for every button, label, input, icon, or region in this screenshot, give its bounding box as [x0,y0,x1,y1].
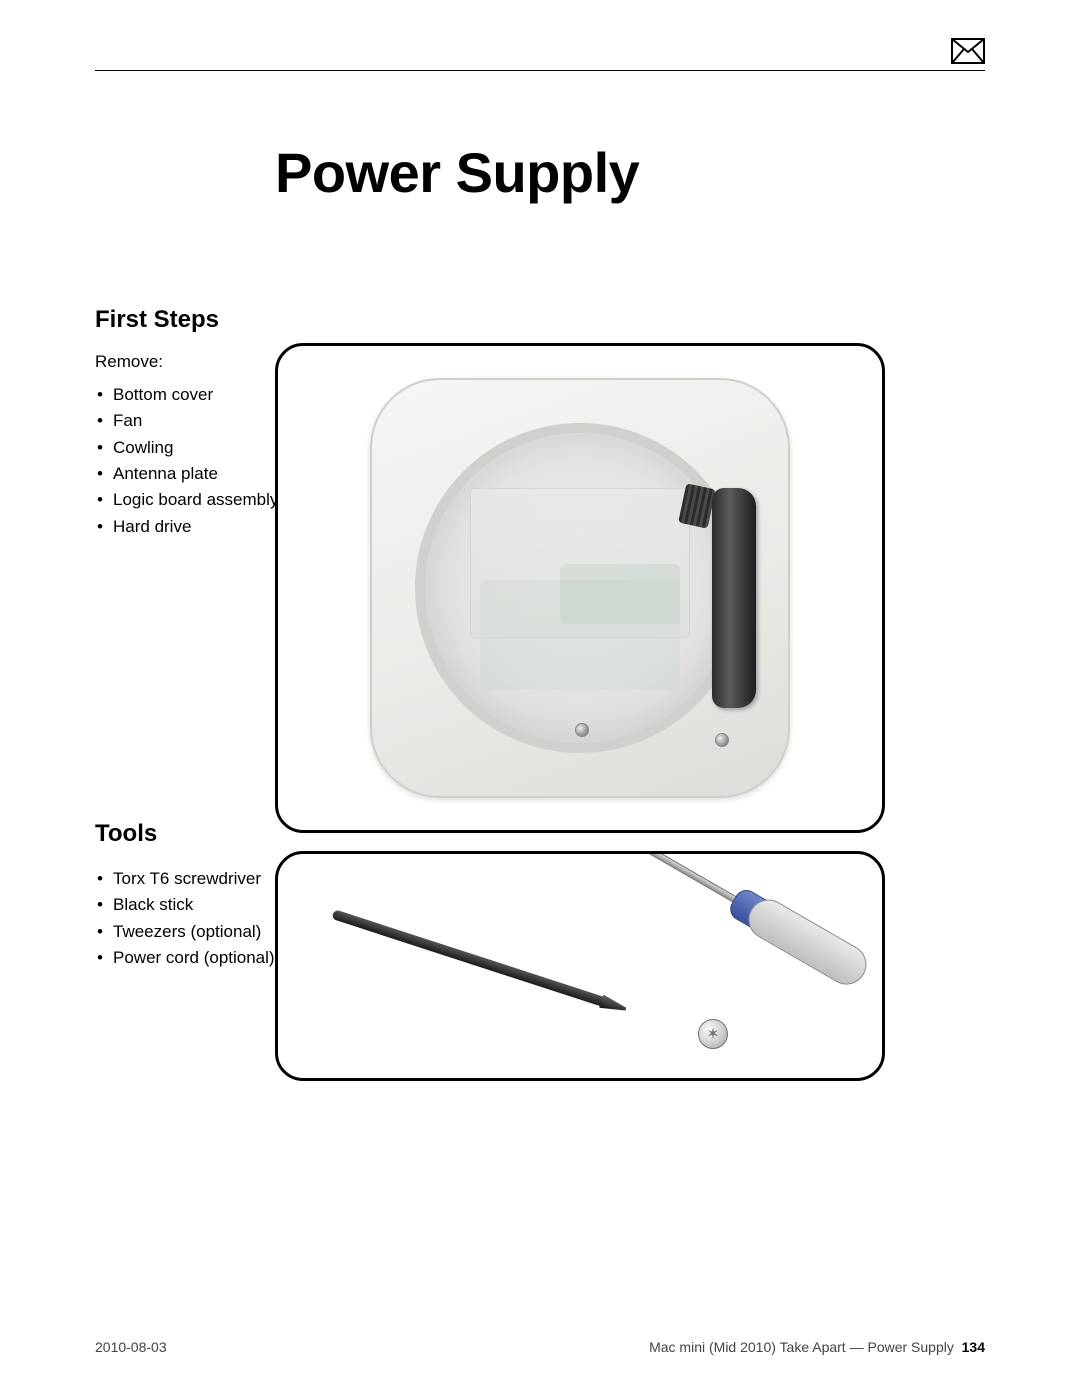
header-rule [95,70,985,71]
feedback-mail-icon[interactable] [951,38,985,69]
black-stick-illustration [331,909,610,1008]
footer-date: 2010-08-03 [95,1339,167,1355]
figure-tools [275,851,885,1081]
footer-page-number: 134 [962,1339,985,1355]
first-steps-heading: First Steps [95,306,345,334]
screwdriver-illustration [587,851,879,1078]
page-title: Power Supply [275,140,639,205]
screwdriver-handle [741,892,874,992]
device-chassis [370,378,790,798]
screwdriver-shaft [602,851,744,907]
footer-doc-title: Mac mini (Mid 2010) Take Apart — Power S… [649,1339,954,1355]
figure-device [275,343,885,833]
torx-screw-head-icon [698,1019,728,1049]
screw-icon [715,733,729,747]
device-internals-shade [560,564,680,624]
power-supply-module [712,488,756,708]
page: Power Supply First Steps Remove: Bottom … [0,0,1080,1397]
screw-icon [575,723,589,737]
footer-doc: Mac mini (Mid 2010) Take Apart — Power S… [649,1339,985,1355]
device-inner-ring [415,423,745,753]
page-footer: 2010-08-03 Mac mini (Mid 2010) Take Apar… [95,1339,985,1355]
